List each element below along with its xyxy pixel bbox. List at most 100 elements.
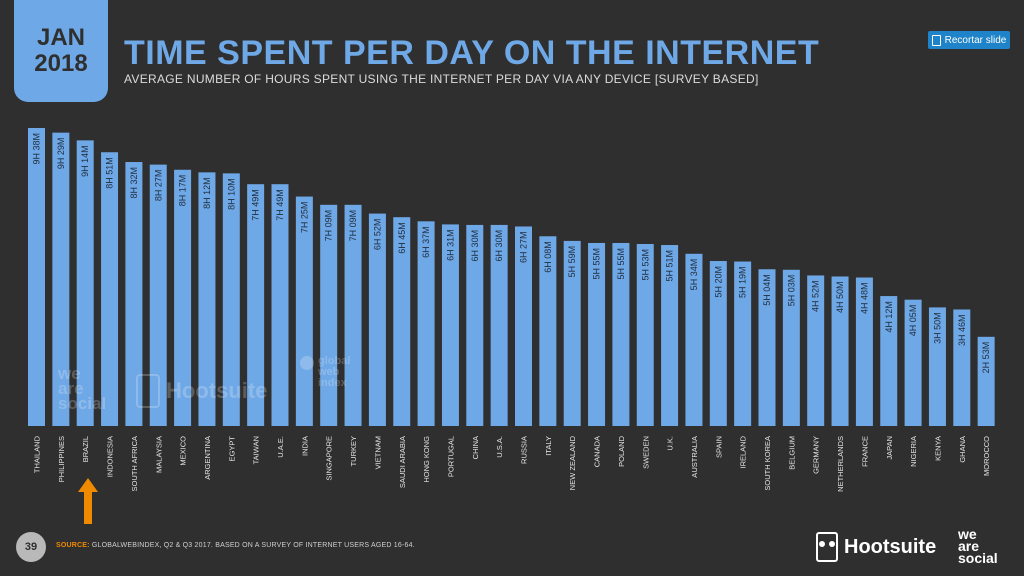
data-label: 5H 55M bbox=[592, 248, 602, 280]
data-label: 5H 03M bbox=[786, 275, 796, 307]
bar-u-k- bbox=[661, 245, 679, 426]
category-label: TURKEY bbox=[349, 436, 358, 466]
clip-slide-button[interactable]: Recortar slide bbox=[928, 31, 1010, 49]
category-label: VIETNAM bbox=[373, 436, 382, 469]
data-label: 5H 53M bbox=[640, 249, 650, 281]
bar-malaysia bbox=[149, 164, 167, 426]
data-label: 6H 31M bbox=[445, 229, 455, 261]
bar-south-africa bbox=[125, 162, 143, 426]
category-label: ARGENTINA bbox=[203, 436, 212, 480]
we-are-social-logo: we are social bbox=[958, 526, 998, 566]
data-label: 6H 30M bbox=[494, 230, 504, 262]
bar-sweden bbox=[636, 244, 654, 426]
category-label: PHILIPPINES bbox=[57, 436, 66, 482]
category-label: MALAYSIA bbox=[154, 436, 163, 473]
date-year: 2018 bbox=[34, 50, 88, 77]
data-label: 6H 27M bbox=[519, 231, 529, 263]
bar-thailand bbox=[28, 128, 45, 426]
category-label: THAILAND bbox=[33, 435, 42, 473]
bar-new-zealand bbox=[563, 240, 581, 426]
category-label: NETHERLANDS bbox=[836, 436, 845, 492]
category-label: GERMANY bbox=[812, 436, 821, 474]
data-label: 4H 50M bbox=[835, 281, 845, 313]
bar-morocco bbox=[977, 336, 995, 426]
category-label: SINGAPORE bbox=[325, 436, 334, 481]
bar-italy bbox=[539, 236, 557, 426]
bar-argentina bbox=[198, 172, 216, 426]
logo-are: are bbox=[958, 538, 980, 554]
logo-social: social bbox=[958, 550, 998, 566]
category-label: U.S.A. bbox=[495, 436, 504, 458]
data-label: 3H 50M bbox=[932, 312, 942, 344]
source-note: SOURCE: GLOBALWEBINDEX, Q2 & Q3 2017. BA… bbox=[56, 542, 415, 549]
data-label: 7H 49M bbox=[251, 189, 261, 221]
data-label: 2H 53M bbox=[981, 342, 991, 374]
page-title: TIME SPENT PER DAY ON THE INTERNET bbox=[124, 34, 820, 72]
logo-we: we bbox=[958, 526, 977, 542]
data-label: 4H 52M bbox=[811, 280, 821, 312]
data-label: 4H 05M bbox=[908, 305, 918, 337]
category-label: U.A.E. bbox=[276, 436, 285, 458]
data-label: 8H 12M bbox=[202, 177, 212, 209]
data-label: 8H 32M bbox=[129, 167, 139, 199]
bar-vietnam bbox=[368, 213, 386, 426]
bar-china bbox=[466, 224, 484, 426]
category-label: JAPAN bbox=[885, 436, 894, 460]
category-label: EGYPT bbox=[227, 436, 236, 462]
category-label: BELGIUM bbox=[787, 436, 796, 470]
bar-nigeria bbox=[904, 299, 922, 426]
data-label: 9H 14M bbox=[80, 145, 90, 177]
bar-egypt bbox=[222, 173, 240, 426]
category-label: AUSTRALIA bbox=[690, 436, 699, 478]
source-text: GLOBALWEBINDEX, Q2 & Q3 2017. BASED ON A… bbox=[91, 542, 415, 549]
data-label: 5H 51M bbox=[665, 250, 675, 282]
bar-ghana bbox=[953, 309, 971, 426]
data-label: 5H 04M bbox=[762, 274, 772, 306]
owl-icon bbox=[816, 532, 838, 562]
bar-indonesia bbox=[101, 152, 119, 427]
category-label: BRAZIL bbox=[81, 436, 90, 462]
category-label: SWEDEN bbox=[641, 436, 650, 469]
data-label: 7H 09M bbox=[348, 210, 358, 242]
data-label: 8H 10M bbox=[226, 178, 236, 210]
category-label: SOUTH KOREA bbox=[763, 436, 772, 491]
category-label: FRANCE bbox=[860, 436, 869, 467]
data-label: 5H 19M bbox=[738, 267, 748, 299]
category-label: HONG KONG bbox=[422, 436, 431, 483]
date-badge: JAN 2018 bbox=[14, 0, 108, 102]
category-label: PORTUGAL bbox=[446, 436, 455, 477]
bar-canada bbox=[588, 242, 606, 426]
bar-australia bbox=[685, 253, 703, 426]
date-month: JAN bbox=[36, 24, 85, 51]
bar-hong-kong bbox=[417, 221, 435, 426]
category-label: ITALY bbox=[544, 436, 553, 456]
bar-brazil bbox=[76, 140, 94, 426]
data-label: 6H 30M bbox=[470, 230, 480, 262]
data-label: 5H 34M bbox=[689, 259, 699, 291]
bar-singapore bbox=[320, 204, 338, 426]
bar-philippines bbox=[52, 132, 70, 426]
category-label: INDONESIA bbox=[106, 436, 115, 477]
page-number: 39 bbox=[16, 532, 46, 562]
bar-kenya bbox=[928, 307, 946, 426]
bar-germany bbox=[807, 275, 825, 426]
bar-taiwan bbox=[247, 184, 265, 426]
bar-saudi-arabia bbox=[393, 217, 411, 426]
bar-japan bbox=[880, 296, 898, 426]
bar-portugal bbox=[441, 224, 459, 426]
data-label: 6H 45M bbox=[397, 222, 407, 254]
source-label: SOURCE: bbox=[56, 542, 90, 549]
bar-netherlands bbox=[831, 276, 849, 426]
category-label: SOUTH AFRICA bbox=[130, 436, 139, 491]
bar-poland bbox=[612, 242, 630, 426]
data-label: 4H 48M bbox=[859, 283, 869, 315]
hootsuite-logo: Hootsuite bbox=[816, 532, 936, 562]
arrow-up-icon bbox=[78, 478, 98, 524]
category-label: INDIA bbox=[300, 436, 309, 456]
bar-south-korea bbox=[758, 269, 776, 426]
category-label: CANADA bbox=[593, 436, 602, 467]
data-label: 7H 09M bbox=[324, 210, 334, 242]
category-label: NIGERIA bbox=[909, 436, 918, 467]
data-label: 8H 51M bbox=[105, 157, 115, 189]
